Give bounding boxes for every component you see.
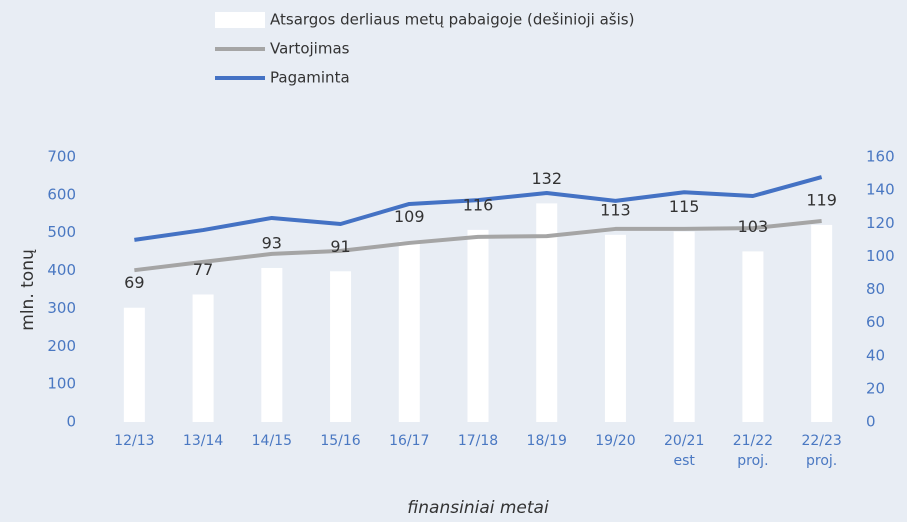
x-axis-label: finansiniai metai — [407, 498, 549, 518]
y-tick-label: 400 — [47, 261, 76, 279]
x-tick-label: 13/14 — [183, 433, 223, 449]
data-label: 69 — [124, 273, 144, 292]
data-label: 119 — [806, 190, 837, 209]
legend-swatch — [215, 12, 265, 28]
legend-label: Atsargos derliaus metų pabaigoje (dešini… — [270, 11, 634, 29]
x-tick-label: 19/20 — [595, 433, 635, 449]
y-tick-label: 700 — [47, 148, 76, 166]
x-tick-label: 20/21 est — [664, 433, 704, 469]
y2-tick-label: 120 — [866, 214, 895, 232]
bar — [330, 271, 352, 422]
y2-tick-label: 20 — [866, 379, 885, 397]
y2-tick-label: 100 — [866, 247, 895, 265]
y-tick-label: 300 — [47, 299, 76, 317]
y-tick-label: 200 — [47, 337, 76, 355]
x-tick-label: 14/15 — [252, 433, 292, 449]
bar — [398, 241, 420, 422]
data-label: 103 — [738, 217, 769, 236]
data-label: 77 — [193, 260, 213, 279]
legend-label: Pagaminta — [270, 69, 350, 87]
x-tick-label: 17/18 — [458, 433, 498, 449]
x-tick-label: 15/16 — [320, 433, 360, 449]
x-tick-label: 12/13 — [114, 433, 154, 449]
y-tick-label: 100 — [47, 375, 76, 393]
data-label: 116 — [463, 195, 494, 214]
bar — [467, 229, 489, 422]
y-tick-label: 500 — [47, 223, 76, 241]
x-tick-label: 16/17 — [389, 433, 429, 449]
x-tick-label: 21/22 proj. — [733, 433, 773, 469]
y-tick-label: 0 — [66, 413, 76, 431]
y2-tick-label: 0 — [866, 413, 876, 431]
y-axis-label: mln. tonų — [18, 249, 38, 331]
y2-tick-label: 80 — [866, 280, 885, 298]
x-tick-label: 22/23 proj. — [801, 433, 841, 469]
line — [134, 218, 822, 273]
line — [134, 175, 823, 242]
y2-tick-label: 160 — [866, 148, 895, 166]
y2-tick-label: 140 — [866, 181, 895, 199]
data-label: 132 — [531, 169, 562, 188]
bar — [536, 203, 558, 422]
y-tick-label: 600 — [47, 185, 76, 203]
x-tick-label: 18/19 — [527, 433, 567, 449]
bar — [192, 294, 214, 422]
bar — [742, 251, 764, 422]
data-label: 115 — [669, 197, 700, 216]
data-label: 93 — [262, 233, 282, 252]
legend-label: Vartojimas — [270, 40, 350, 58]
data-label: 113 — [600, 200, 631, 219]
bar — [604, 234, 626, 422]
y2-tick-label: 60 — [866, 313, 885, 331]
y2-tick-label: 40 — [866, 346, 885, 364]
data-label: 91 — [330, 237, 350, 256]
bar — [261, 267, 283, 422]
bar — [123, 307, 145, 422]
bar — [811, 224, 833, 422]
data-label: 109 — [394, 207, 425, 226]
bar — [673, 231, 695, 422]
